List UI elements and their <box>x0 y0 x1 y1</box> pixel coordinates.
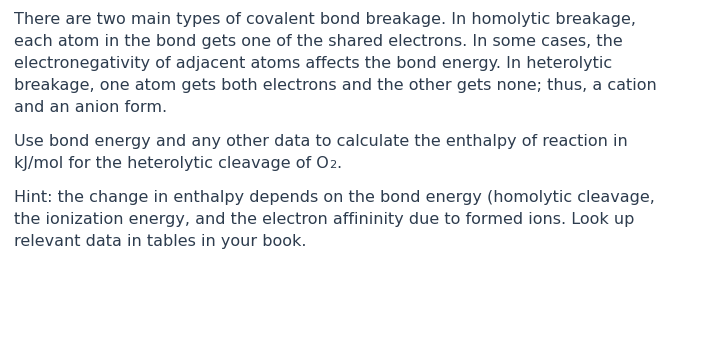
Text: .: . <box>336 156 341 171</box>
Text: Hint: the change in enthalpy depends on the bond energy (homolytic cleavage,: Hint: the change in enthalpy depends on … <box>14 190 655 205</box>
Text: 2: 2 <box>328 159 336 170</box>
Text: and an anion form.: and an anion form. <box>14 100 167 115</box>
Text: Use bond energy and any other data to calculate the enthalpy of reaction in: Use bond energy and any other data to ca… <box>14 134 628 149</box>
Text: kJ/mol for the heterolytic cleavage of O: kJ/mol for the heterolytic cleavage of O <box>14 156 328 171</box>
Text: each atom in the bond gets one of the shared electrons. In some cases, the: each atom in the bond gets one of the sh… <box>14 34 623 49</box>
Text: the ionization energy, and the electron affininity due to formed ions. Look up: the ionization energy, and the electron … <box>14 212 634 227</box>
Text: relevant data in tables in your book.: relevant data in tables in your book. <box>14 234 307 249</box>
Text: electronegativity of adjacent atoms affects the bond energy. In heterolytic: electronegativity of adjacent atoms affe… <box>14 56 612 71</box>
Text: breakage, one atom gets both electrons and the other gets none; thus, a cation: breakage, one atom gets both electrons a… <box>14 78 657 93</box>
Text: There are two main types of covalent bond breakage. In homolytic breakage,: There are two main types of covalent bon… <box>14 12 636 27</box>
